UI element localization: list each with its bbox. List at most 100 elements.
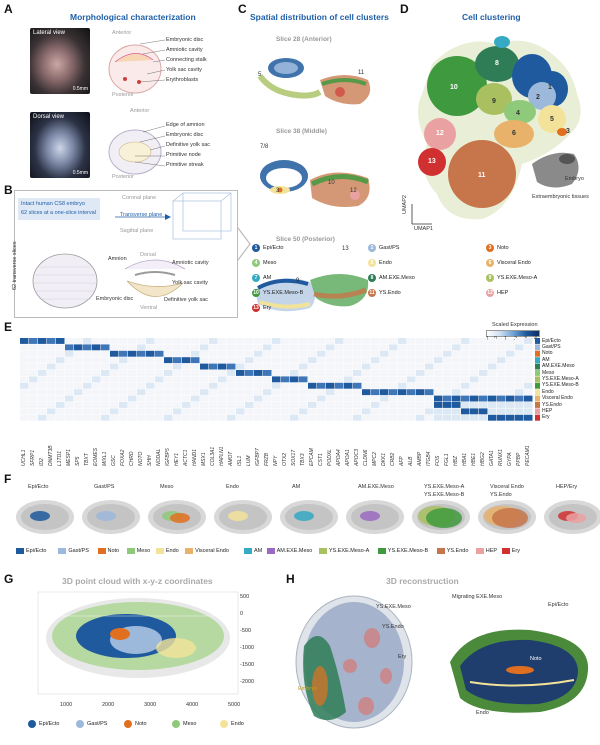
heatmap-cell bbox=[398, 389, 407, 396]
heatmap-cell bbox=[317, 338, 326, 344]
heatmap-cell bbox=[74, 389, 83, 396]
heatmap-cell bbox=[20, 414, 29, 421]
heatmap-cell bbox=[443, 408, 452, 415]
heatmap-cell bbox=[119, 395, 128, 402]
heatmap-cell bbox=[56, 338, 65, 344]
heatmap-cell bbox=[47, 414, 56, 421]
heatmap-cell bbox=[344, 389, 353, 396]
heatmap-cell bbox=[191, 389, 200, 396]
heatmap-row-swatch bbox=[535, 350, 540, 357]
g-ytick: -2000 bbox=[240, 679, 255, 685]
heatmap-cell bbox=[191, 370, 200, 376]
heatmap-cell bbox=[254, 344, 263, 351]
heatmap-cell bbox=[272, 389, 281, 396]
heatmap-cell bbox=[497, 389, 506, 396]
heatmap-gene-label: IGFBP7 bbox=[255, 448, 261, 466]
c-num-12: 12 bbox=[350, 188, 357, 194]
heatmap-cell bbox=[38, 350, 47, 357]
heatmap-cell bbox=[245, 382, 254, 389]
heatmap-cell bbox=[497, 382, 506, 389]
heatmap-cell bbox=[362, 408, 371, 415]
heatmap-cell bbox=[254, 414, 263, 421]
heatmap-cell bbox=[29, 395, 38, 402]
heatmap-cell bbox=[38, 357, 47, 364]
heatmap-cell bbox=[380, 350, 389, 357]
heatmap-cell bbox=[263, 344, 272, 351]
heatmap-cell bbox=[56, 402, 65, 408]
heatmap-cell bbox=[515, 402, 524, 408]
heatmap-cell bbox=[479, 408, 488, 415]
g-xtick: 4000 bbox=[186, 702, 199, 708]
heatmap-cell bbox=[389, 338, 398, 344]
heatmap-cell bbox=[29, 363, 38, 370]
heatmap-cell bbox=[317, 408, 326, 415]
heatmap-cell bbox=[416, 370, 425, 376]
heatmap-cell bbox=[524, 363, 533, 370]
f-group-title: YS.Endo bbox=[490, 492, 512, 498]
heatmap-cell bbox=[425, 357, 434, 364]
heatmap-cell bbox=[20, 395, 29, 402]
panel-c-title: Spatial distribution of cell clusters bbox=[250, 12, 389, 22]
heatmap-cell bbox=[47, 389, 56, 396]
heatmap-cell bbox=[29, 402, 38, 408]
heatmap-cell bbox=[389, 395, 398, 402]
heatmap-cell bbox=[479, 414, 488, 421]
heatmap-cell bbox=[371, 382, 380, 389]
heatmap-cell bbox=[227, 402, 236, 408]
heatmap-cell bbox=[290, 338, 299, 344]
heatmap-cell bbox=[416, 350, 425, 357]
heatmap-cell bbox=[191, 338, 200, 344]
heatmap-cell bbox=[92, 350, 101, 357]
heatmap-gene-label: DNMT3B bbox=[48, 445, 54, 466]
heatmap-row-swatch bbox=[535, 395, 540, 402]
heatmap-cell bbox=[371, 402, 380, 408]
heatmap-row-label: Noto bbox=[542, 350, 553, 357]
heatmap-cell bbox=[281, 350, 290, 357]
heatmap-cell bbox=[488, 389, 497, 396]
f-legend-item: Epi/Ecto bbox=[16, 548, 46, 554]
c-num-13: 13 bbox=[342, 246, 349, 252]
heatmap-cell bbox=[47, 370, 56, 376]
heatmap-cell bbox=[398, 395, 407, 402]
heatmap-cell bbox=[335, 408, 344, 415]
heatmap-cell bbox=[272, 344, 281, 351]
heatmap-cell bbox=[29, 414, 38, 421]
heatmap-cell bbox=[425, 402, 434, 408]
heatmap-cell bbox=[200, 338, 209, 344]
heatmap-cell bbox=[74, 414, 83, 421]
umap-num-4: 4 bbox=[516, 110, 520, 117]
heatmap-cell bbox=[155, 363, 164, 370]
heatmap-cell bbox=[479, 338, 488, 344]
h-ys-endo: YS.Endo bbox=[382, 624, 404, 630]
heatmap-cell bbox=[515, 408, 524, 415]
heatmap-cell bbox=[272, 382, 281, 389]
heatmap-cell bbox=[254, 357, 263, 364]
heatmap-cell bbox=[155, 370, 164, 376]
heatmap-row-label: AM bbox=[542, 356, 550, 363]
heatmap-cell bbox=[335, 389, 344, 396]
g-legend-item: Gast/PS bbox=[76, 720, 107, 728]
heatmap-cell bbox=[389, 350, 398, 357]
heatmap-cell bbox=[524, 414, 533, 421]
heatmap-cell bbox=[299, 370, 308, 376]
heatmap-cell bbox=[110, 389, 119, 396]
heatmap-cell bbox=[308, 408, 317, 415]
heatmap-cell bbox=[119, 408, 128, 415]
heatmap-cell bbox=[65, 370, 74, 376]
heatmap-cell bbox=[128, 382, 137, 389]
heatmap-cell bbox=[119, 344, 128, 351]
f-legend-item: AM bbox=[244, 548, 262, 554]
heatmap-cell bbox=[308, 389, 317, 396]
heatmap-cell bbox=[488, 350, 497, 357]
heatmap-cell bbox=[65, 395, 74, 402]
heatmap-cell bbox=[461, 357, 470, 364]
heatmap-cell bbox=[182, 350, 191, 357]
heatmap-cell bbox=[110, 414, 119, 421]
heatmap-cell bbox=[236, 376, 245, 383]
heatmap-cell bbox=[371, 370, 380, 376]
heatmap-cell bbox=[155, 350, 164, 357]
umap-num-8: 8 bbox=[495, 60, 499, 67]
heatmap-gene-label: HBZ bbox=[453, 456, 459, 466]
heatmap-cell bbox=[434, 408, 443, 415]
a-bot-label-1: Edge of amnion bbox=[166, 122, 205, 128]
